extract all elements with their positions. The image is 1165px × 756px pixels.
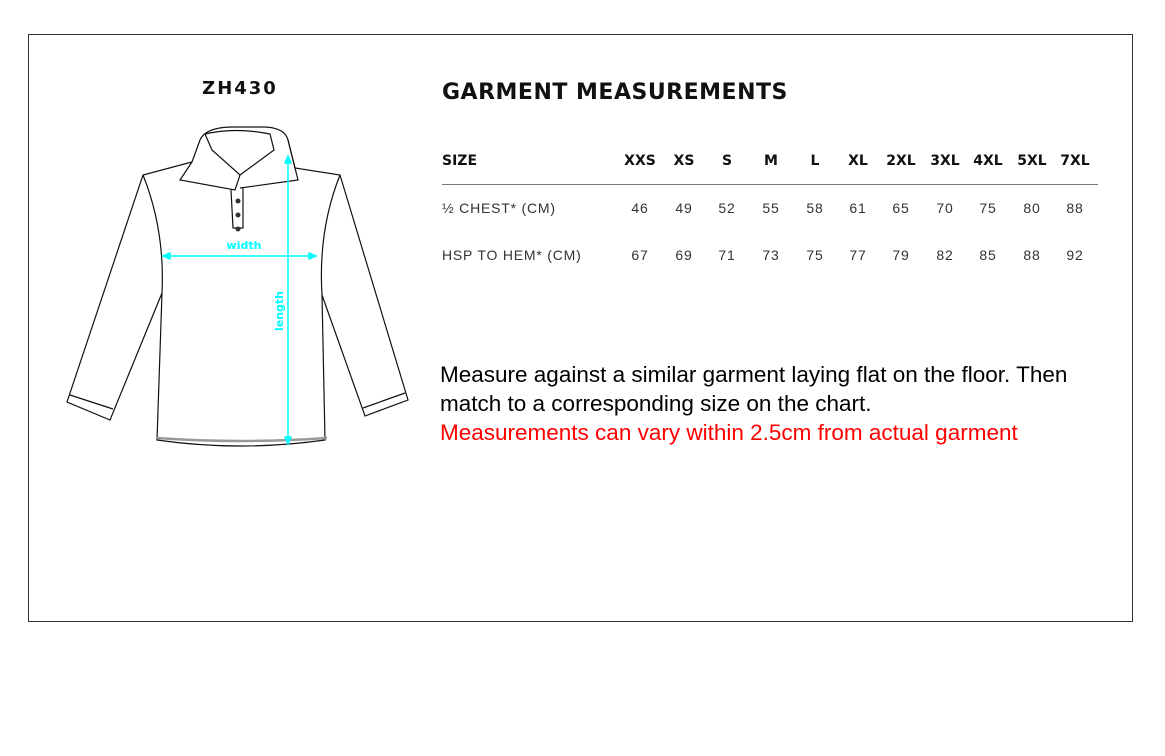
size-header: M (764, 153, 778, 169)
table-cell: 77 (849, 247, 867, 263)
row-label: HSP TO HEM* (CM) (442, 247, 582, 263)
table-cell: 67 (631, 247, 649, 263)
table-cell: 69 (675, 247, 693, 263)
table-cell: 46 (631, 200, 649, 216)
row-label: ½ CHEST* (CM) (442, 200, 556, 216)
table-cell: 65 (892, 200, 910, 216)
width-label: width (227, 239, 262, 252)
measurement-note: Measure against a similar garment laying… (440, 360, 1067, 447)
note-line-2: match to a corresponding size on the cha… (440, 391, 872, 416)
garment-diagram: width length (66, 126, 409, 447)
table-cell: 71 (718, 247, 736, 263)
table-cell: 75 (806, 247, 824, 263)
size-header: 3XL (930, 153, 960, 169)
size-header: 7XL (1060, 153, 1090, 169)
length-label: length (273, 291, 286, 331)
table-cell: 58 (806, 200, 824, 216)
size-header: XXS (624, 153, 656, 169)
table-cell: 52 (718, 200, 736, 216)
table-cell: 92 (1066, 247, 1084, 263)
table-cell: 88 (1066, 200, 1084, 216)
table-cell: 79 (892, 247, 910, 263)
table-cell: 85 (979, 247, 997, 263)
table-cell: 75 (979, 200, 997, 216)
product-code: ZH430 (202, 78, 278, 99)
size-header: XS (673, 153, 695, 169)
table-cell: 70 (936, 200, 954, 216)
size-header: 5XL (1017, 153, 1047, 169)
size-header: 4XL (973, 153, 1003, 169)
size-header: S (721, 153, 733, 169)
table-cell: 73 (762, 247, 780, 263)
table-cell: 82 (936, 247, 954, 263)
size-header: L (810, 153, 820, 169)
table-cell: 55 (762, 200, 780, 216)
table-row: ½ CHEST* (CM) 46 49 52 55 58 61 65 70 75… (442, 200, 1098, 220)
header-divider (442, 184, 1098, 185)
size-header: XL (848, 153, 868, 169)
note-warning: Measurements can vary within 2.5cm from … (440, 420, 1018, 445)
table-header: SIZE XXS XS S M L XL 2XL 3XL 4XL 5XL 7XL (442, 153, 1098, 173)
table-row: HSP TO HEM* (CM) 67 69 71 73 75 77 79 82… (442, 247, 1098, 267)
size-chart-frame (28, 34, 1133, 622)
note-line-1: Measure against a similar garment laying… (440, 362, 1068, 387)
table-cell: 88 (1023, 247, 1041, 263)
size-header: 2XL (886, 153, 916, 169)
page-title: GARMENT MEASUREMENTS (442, 80, 788, 105)
size-header-label: SIZE (442, 153, 478, 169)
table-cell: 61 (849, 200, 867, 216)
table-cell: 49 (675, 200, 693, 216)
table-cell: 80 (1023, 200, 1041, 216)
